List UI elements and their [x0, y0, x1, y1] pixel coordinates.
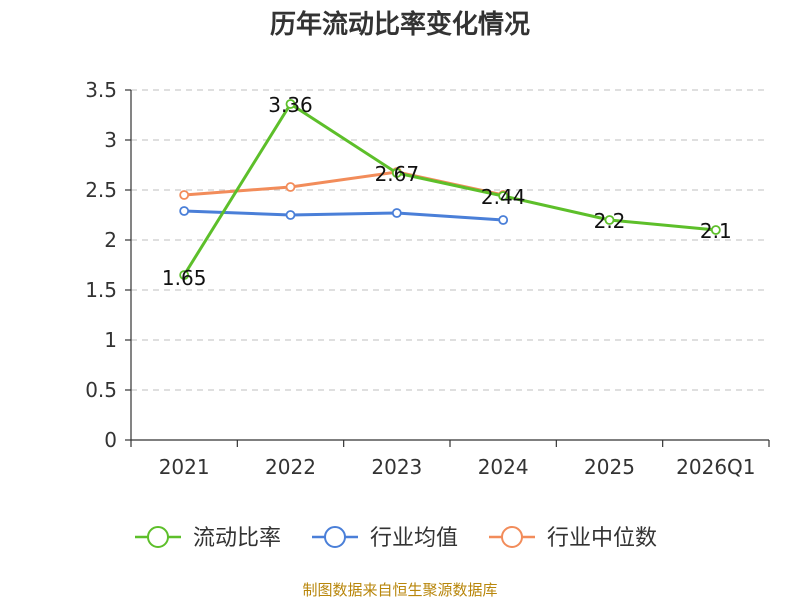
- y-tick-label: 1: [104, 328, 117, 352]
- series-1-point: [179, 270, 190, 280]
- legend-item-3[interactable]: 行业中位数: [489, 526, 657, 551]
- series-lines: [179, 99, 721, 280]
- data-label: 2.1: [700, 219, 732, 243]
- data-label: 3.36: [268, 93, 313, 117]
- series-1-line: [182, 102, 716, 276]
- series-3-line: [184, 170, 504, 197]
- legend-marker: [147, 526, 169, 548]
- series-1-point: [391, 168, 402, 178]
- legend-marker: [324, 526, 346, 548]
- data-label: 1.65: [162, 266, 207, 290]
- series-2-point: [391, 208, 402, 218]
- series-2-point: [179, 206, 190, 216]
- data-label: 2.2: [594, 209, 626, 233]
- y-tick-label: 2.5: [85, 178, 117, 202]
- legend-marker: [501, 526, 523, 548]
- x-tick-label: 2024: [478, 455, 529, 479]
- legend-label: 流动比率: [193, 526, 281, 551]
- y-tick-label: 0.5: [85, 378, 117, 402]
- data-label: 2.67: [375, 162, 420, 186]
- data-label: 2.44: [481, 185, 526, 209]
- y-tick-label: 3: [104, 128, 117, 152]
- series-2-line: [184, 209, 504, 222]
- series-2-point: [285, 210, 296, 220]
- series-3-point: [285, 182, 296, 192]
- x-tick-label: 2022: [265, 455, 316, 479]
- x-tick-label: 2025: [584, 455, 635, 479]
- series-1-point: [498, 191, 509, 201]
- legend-label: 行业均值: [370, 526, 458, 551]
- grid-lines: [131, 89, 769, 391]
- y-tick-label: 1.5: [85, 278, 117, 302]
- series-2-point: [498, 215, 509, 225]
- x-tick-label: 2026Q1: [676, 455, 755, 479]
- source-note: 制图数据来自恒生聚源数据库: [302, 581, 497, 599]
- legend-item-1[interactable]: 流动比率: [135, 526, 281, 551]
- axes: 0 0.5 1 1.5 2 2.5 3 3.5 2021 2022 2023 2024 2025 2026…: [85, 78, 770, 479]
- y-tick-label: 0: [104, 428, 117, 452]
- y-tick-label: 2: [104, 228, 117, 252]
- x-tick-label: 2023: [371, 455, 422, 479]
- legend[interactable]: 流动比率 行业均值 行业中位数: [135, 526, 657, 551]
- series-1-point: [604, 215, 615, 225]
- data-labels: 1.65 3.36 2.67 2.44 2.2 2.1: [162, 93, 732, 290]
- y-tick-label: 3.5: [85, 78, 117, 102]
- series-3-point: [179, 190, 190, 200]
- x-tick-label: 2021: [159, 455, 210, 479]
- legend-item-2[interactable]: 行业均值: [312, 526, 458, 551]
- legend-label: 行业中位数: [547, 526, 657, 551]
- series-1-point: [285, 99, 296, 109]
- chart-title: 历年流动比率变化情况: [270, 9, 530, 40]
- series-1-point: [710, 225, 721, 235]
